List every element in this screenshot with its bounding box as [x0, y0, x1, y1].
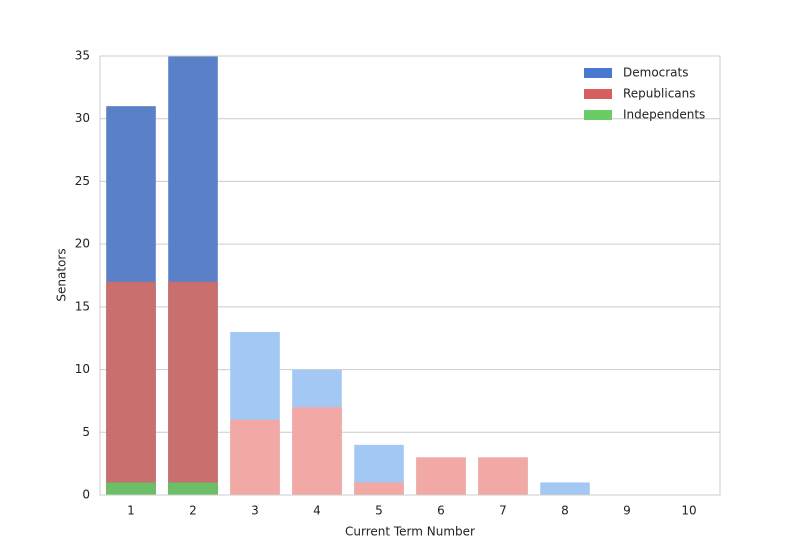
- x-tick-label: 7: [499, 504, 507, 518]
- legend-swatch: [584, 68, 612, 78]
- x-tick-label: 9: [623, 504, 631, 518]
- x-tick-label: 5: [375, 504, 383, 518]
- x-tick-label: 4: [313, 504, 321, 518]
- y-tick-label: 5: [82, 425, 90, 439]
- legend-swatch: [584, 89, 612, 99]
- x-tick-label: 6: [437, 504, 445, 518]
- y-tick-label: 15: [75, 299, 90, 313]
- x-tick-label: 8: [561, 504, 569, 518]
- x-tick-label: 3: [251, 504, 259, 518]
- bar: [478, 457, 528, 495]
- bar: [540, 482, 590, 495]
- bar: [354, 482, 404, 495]
- y-tick-label: 20: [75, 237, 90, 251]
- legend-swatch: [584, 110, 612, 120]
- bar: [168, 482, 218, 495]
- legend-label: Democrats: [623, 66, 689, 80]
- legend-label: Republicans: [623, 87, 696, 101]
- y-tick-label: 10: [75, 362, 90, 376]
- bar: [106, 281, 156, 495]
- bar: [168, 281, 218, 495]
- x-axis-label: Current Term Number: [345, 525, 475, 539]
- x-tick-label: 10: [681, 504, 696, 518]
- legend-label: Independents: [623, 108, 705, 122]
- bar: [416, 457, 466, 495]
- y-tick-label: 0: [82, 488, 90, 502]
- plot-frame: [99, 55, 721, 496]
- bar: [292, 407, 342, 495]
- bar: [106, 482, 156, 495]
- y-tick-label: 30: [75, 111, 90, 125]
- y-tick-label: 25: [75, 174, 90, 188]
- x-tick-label: 2: [189, 504, 197, 518]
- bar: [230, 419, 280, 495]
- x-tick-label: 1: [127, 504, 135, 518]
- y-tick-label: 35: [75, 49, 90, 63]
- y-axis-label: Senators: [55, 248, 69, 301]
